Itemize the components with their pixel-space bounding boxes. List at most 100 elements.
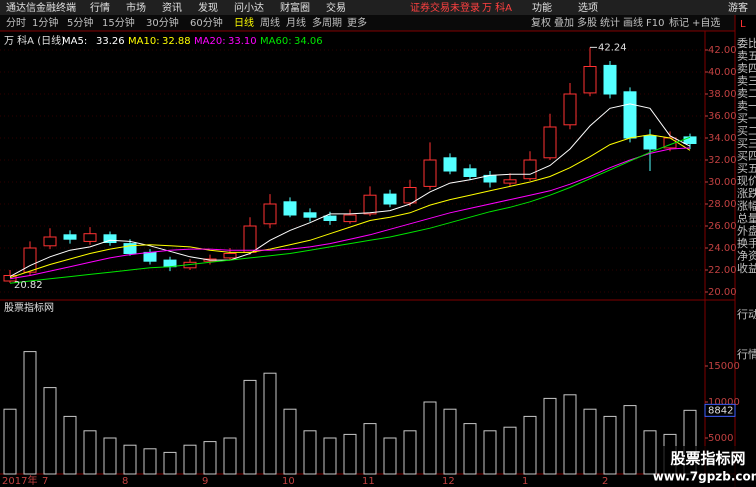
tool-button[interactable]: 统计 — [600, 16, 620, 29]
candle-body — [263, 203, 277, 225]
period-tab[interactable]: 5分钟 — [67, 16, 93, 29]
candle-body — [303, 212, 317, 218]
candle-body — [403, 187, 417, 204]
watermark-url: www.7gpzb.com — [653, 470, 756, 484]
quote-label: 买二 — [737, 125, 756, 138]
trade-status[interactable]: 证券交易未登录 — [410, 1, 480, 14]
volume-bar — [223, 437, 237, 475]
menu-item[interactable]: 选项 — [578, 1, 598, 14]
period-tab[interactable]: 更多 — [347, 16, 367, 29]
y-tick-label: 10000 — [708, 397, 740, 408]
y-tick-label: 26.00 — [708, 221, 737, 232]
menu-item[interactable]: 财富圈 — [280, 1, 310, 14]
candle-body — [63, 234, 77, 240]
period-tab[interactable]: 分时 — [6, 17, 26, 29]
legend-value: 33.10 — [228, 36, 257, 47]
candle-body — [463, 168, 477, 178]
candle-body — [363, 194, 377, 215]
y-tick-label: 28.00 — [708, 199, 737, 210]
candle-body — [643, 135, 657, 150]
ma-line — [9, 147, 691, 280]
menu-item[interactable]: 资讯 — [162, 2, 182, 14]
quote-label: 卖五 — [737, 50, 756, 63]
candle-body — [43, 236, 57, 247]
ma-line — [9, 136, 691, 284]
candle-body — [423, 159, 437, 187]
period-tab[interactable]: 30分钟 — [146, 16, 179, 29]
period-tab[interactable]: 日线 — [234, 16, 254, 29]
menu-item[interactable]: 功能 — [532, 1, 552, 14]
tool-button[interactable]: F10 — [646, 18, 664, 29]
tool-button[interactable]: +自选 — [692, 16, 720, 29]
quote-label: 委比 — [737, 37, 756, 50]
volume-bar — [543, 397, 557, 475]
period-tab[interactable]: 60分钟 — [190, 16, 223, 29]
legend-name: MA60: — [260, 36, 292, 47]
x-tick-label: 2017年 — [2, 474, 37, 487]
x-tick-label: 7 — [42, 476, 48, 487]
y-tick-label: 30.00 — [708, 177, 737, 188]
menu-item[interactable]: 行情 — [90, 1, 110, 14]
tool-button[interactable]: 标记 — [669, 17, 689, 29]
candle-body — [243, 225, 257, 253]
volume-bar — [323, 437, 337, 475]
quote-label: 涨幅 — [737, 200, 756, 213]
legend-name: MA10: — [128, 36, 160, 47]
tool-button[interactable]: 多股 — [577, 16, 597, 29]
period-tab[interactable]: 周线 — [260, 16, 280, 29]
period-tab[interactable]: 1分钟 — [32, 16, 58, 29]
user[interactable]: 游客 — [728, 1, 748, 14]
candle-body — [83, 233, 97, 242]
candle-body — [103, 234, 117, 244]
ma-line — [9, 134, 691, 279]
candle-body — [323, 215, 337, 222]
volume-bar — [203, 441, 217, 475]
y-tick-label: 24.00 — [708, 243, 737, 254]
candle-body — [503, 179, 517, 184]
quote-label: 换手 — [737, 236, 756, 250]
volume-bar — [523, 415, 537, 475]
quote-label: 卖三 — [737, 75, 756, 88]
candle-body — [23, 247, 37, 273]
quote-label: 现价 — [737, 175, 756, 188]
period-tab[interactable]: 多周期 — [312, 16, 342, 29]
menu-item[interactable]: 交易 — [326, 1, 346, 14]
brand: 通达信金融终端 — [6, 1, 76, 14]
tool-button[interactable]: 画线 — [623, 16, 643, 29]
volume-bar — [643, 430, 657, 475]
volume-bar — [423, 401, 437, 475]
y-tick-label: 34.00 — [708, 133, 737, 144]
candle-body — [123, 243, 137, 255]
volume-bar — [603, 415, 617, 475]
tool-button[interactable]: 复权 — [531, 16, 551, 29]
period-tab[interactable]: 15分钟 — [102, 16, 135, 29]
menu-item[interactable]: 市场 — [126, 1, 146, 14]
x-tick-label: 11 — [362, 476, 375, 487]
panel-tab[interactable]: 行动 — [737, 308, 756, 321]
volume-bar — [83, 430, 97, 475]
volume-bar — [123, 444, 137, 475]
volume-bar — [503, 426, 517, 475]
legend-value: 33.26 — [96, 36, 125, 47]
volume-bar — [363, 423, 377, 475]
quote-label: 卖一 — [737, 100, 756, 113]
legend-name: MA5: — [62, 36, 87, 47]
volume-bar — [283, 408, 297, 475]
legend-name: MA20: — [194, 36, 226, 47]
volume-bar — [263, 372, 277, 475]
menu-bar — [0, 0, 756, 15]
volume-bar — [63, 415, 77, 475]
volume-bar — [163, 451, 177, 475]
quote-label: 净资 — [737, 249, 756, 263]
volume-bar — [243, 379, 257, 475]
menu-item[interactable]: 问小达 — [234, 1, 264, 14]
panel-header: L — [740, 19, 746, 30]
panel-tab[interactable]: 行情 — [737, 348, 756, 361]
volume-bar — [443, 408, 457, 475]
menu-item[interactable]: 发现 — [198, 1, 218, 14]
tool-button[interactable]: 叠加 — [554, 17, 574, 29]
volume-bar — [583, 408, 597, 475]
period-tab[interactable]: 月线 — [286, 16, 306, 29]
volume-bar — [383, 437, 397, 475]
quote-label: 买四 — [737, 150, 756, 163]
